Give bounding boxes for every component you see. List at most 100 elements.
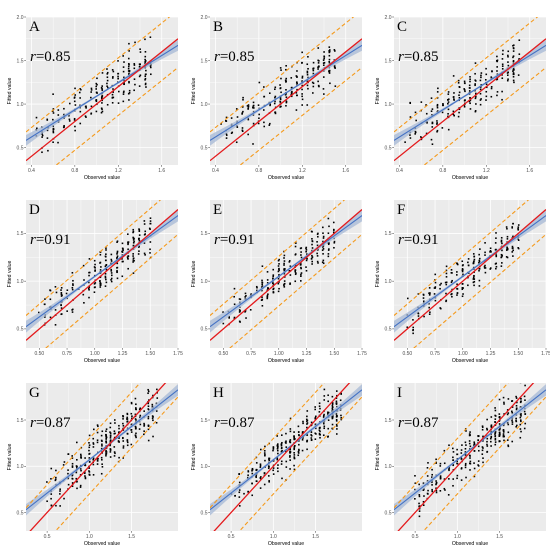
- data-point: [63, 107, 65, 110]
- data-point: [144, 62, 146, 65]
- data-point: [94, 282, 97, 284]
- data-point: [447, 128, 450, 131]
- data-point: [269, 103, 272, 106]
- data-point: [327, 255, 330, 258]
- data-point: [97, 425, 99, 428]
- data-point: [96, 441, 99, 444]
- x-axis-title: Observed value: [84, 358, 120, 364]
- data-point: [118, 424, 120, 427]
- data-point: [135, 408, 137, 411]
- x-axis-title: Observed value: [84, 175, 120, 181]
- data-point: [293, 435, 295, 437]
- data-point: [447, 91, 450, 93]
- data-point: [152, 435, 154, 438]
- data-point: [404, 141, 406, 143]
- data-point: [114, 452, 116, 455]
- data-point: [128, 81, 130, 84]
- data-point: [281, 441, 283, 444]
- data-point: [481, 425, 484, 427]
- data-point: [105, 440, 107, 443]
- data-point: [68, 102, 71, 105]
- data-point: [489, 247, 492, 250]
- data-point: [447, 98, 449, 101]
- data-point: [501, 58, 504, 60]
- data-point: [272, 274, 275, 276]
- data-point: [478, 253, 480, 256]
- data-point: [507, 398, 510, 400]
- data-point: [323, 61, 326, 64]
- data-point: [277, 470, 279, 473]
- data-point: [105, 454, 107, 457]
- data-point: [318, 60, 320, 62]
- data-point: [507, 61, 509, 63]
- data-point: [132, 239, 135, 241]
- data-point: [451, 295, 453, 298]
- data-point: [453, 92, 455, 94]
- data-point: [520, 420, 522, 423]
- data-point: [436, 120, 438, 122]
- data-point: [322, 415, 325, 417]
- data-point: [127, 67, 130, 70]
- y-tick-label: 1.5: [17, 231, 24, 237]
- data-point: [268, 92, 271, 95]
- data-point: [512, 75, 515, 78]
- data-point: [298, 448, 300, 451]
- y-axis-title: Fitted value: [375, 77, 381, 104]
- data-point: [259, 464, 262, 467]
- data-point: [512, 235, 514, 238]
- data-point: [101, 443, 103, 446]
- panel-letter: F: [397, 202, 405, 218]
- data-point: [266, 294, 269, 297]
- x-axis-title: Observed value: [452, 541, 488, 547]
- data-point: [322, 76, 325, 78]
- data-point: [116, 277, 119, 280]
- y-tick-label: 0.5: [385, 145, 392, 151]
- y-axis-title: Fitted value: [7, 443, 13, 470]
- data-point: [500, 256, 503, 259]
- data-point: [276, 457, 279, 459]
- data-point: [149, 220, 152, 222]
- data-point: [233, 303, 236, 306]
- data-point: [278, 258, 280, 261]
- data-point: [117, 77, 119, 80]
- data-point: [92, 457, 95, 460]
- data-point: [127, 243, 129, 246]
- data-point: [132, 230, 135, 233]
- data-point: [101, 445, 103, 447]
- data-point: [285, 96, 288, 98]
- data-point: [262, 109, 265, 111]
- data-point: [63, 461, 66, 463]
- data-point: [138, 240, 141, 242]
- data-point: [84, 457, 86, 459]
- data-point: [127, 57, 130, 60]
- data-point: [500, 265, 503, 267]
- upper-interval-line: [26, 200, 162, 316]
- data-point: [473, 284, 475, 287]
- data-point: [132, 272, 135, 274]
- data-point: [306, 253, 308, 255]
- data-point: [101, 108, 103, 111]
- data-point: [418, 502, 420, 505]
- data-point: [143, 424, 146, 426]
- data-point: [409, 101, 411, 104]
- data-point: [481, 446, 484, 448]
- data-point: [490, 440, 492, 443]
- data-point: [297, 431, 300, 433]
- data-point: [109, 435, 112, 437]
- data-point: [147, 402, 150, 405]
- data-point: [473, 258, 476, 261]
- data-point: [460, 479, 463, 481]
- data-point: [61, 294, 63, 297]
- data-point: [489, 267, 492, 269]
- data-point: [118, 431, 120, 434]
- data-point: [245, 295, 247, 297]
- data-point: [482, 435, 484, 438]
- data-point: [422, 500, 425, 503]
- data-point: [473, 255, 475, 258]
- data-point: [511, 245, 514, 248]
- data-point: [426, 466, 429, 469]
- data-point: [293, 431, 295, 433]
- x-tick-label: 1.00: [274, 351, 284, 357]
- upper-interval-line: [394, 200, 530, 316]
